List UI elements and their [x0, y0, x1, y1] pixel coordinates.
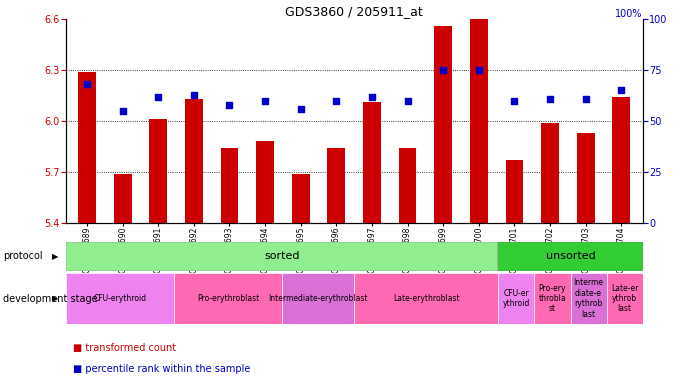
Text: Intermediate-erythroblast: Intermediate-erythroblast [268, 294, 368, 303]
Text: 100%: 100% [615, 9, 643, 19]
Bar [607, 273, 643, 324]
Bar [612, 97, 630, 223]
Bar [174, 273, 282, 324]
Text: Late-er
ythrob
last: Late-er ythrob last [611, 284, 638, 313]
Text: CFU-er
ythroid: CFU-er ythroid [503, 289, 530, 308]
Point [295, 106, 306, 112]
Point [117, 108, 128, 114]
Bar [498, 273, 534, 324]
Bar [498, 242, 643, 271]
Bar [114, 174, 131, 223]
Point [189, 91, 200, 98]
Text: protocol: protocol [3, 251, 43, 262]
Text: Late-erythroblast: Late-erythroblast [393, 294, 460, 303]
Bar [328, 148, 346, 223]
Point [331, 98, 342, 104]
Point [616, 88, 627, 94]
Bar [66, 273, 174, 324]
Text: CFU-erythroid: CFU-erythroid [93, 294, 146, 303]
Text: development stage: development stage [3, 293, 98, 304]
Text: Pro-ery
throbla
st: Pro-ery throbla st [539, 284, 567, 313]
Bar [399, 148, 417, 223]
Point [509, 98, 520, 104]
Point [473, 67, 484, 73]
Point [580, 96, 591, 102]
Bar [149, 119, 167, 223]
Text: Interme
diate-e
rythrob
last: Interme diate-e rythrob last [574, 278, 603, 319]
Point [224, 102, 235, 108]
Text: ▶: ▶ [52, 252, 58, 261]
Point [153, 93, 164, 99]
Point [437, 67, 448, 73]
Bar [78, 72, 96, 223]
Text: ▶: ▶ [52, 294, 58, 303]
Text: Pro-erythroblast: Pro-erythroblast [197, 294, 259, 303]
Bar [66, 242, 498, 271]
Bar [292, 174, 310, 223]
Text: ■ percentile rank within the sample: ■ percentile rank within the sample [73, 364, 250, 374]
Point [545, 96, 556, 102]
Bar [534, 273, 571, 324]
Text: sorted: sorted [264, 251, 300, 262]
Bar [185, 99, 202, 223]
Text: ■ transformed count: ■ transformed count [73, 343, 176, 353]
Bar [506, 160, 523, 223]
Bar [354, 273, 498, 324]
Bar [470, 18, 488, 223]
Point [260, 98, 271, 104]
Point [366, 93, 377, 99]
Point [82, 81, 93, 88]
Point [402, 98, 413, 104]
Bar [434, 26, 452, 223]
Bar [541, 122, 559, 223]
Bar [363, 102, 381, 223]
Title: GDS3860 / 205911_at: GDS3860 / 205911_at [285, 5, 423, 18]
Bar [577, 133, 594, 223]
Text: unsorted: unsorted [546, 251, 596, 262]
Bar [571, 273, 607, 324]
Bar [282, 273, 354, 324]
Bar [256, 141, 274, 223]
Bar [220, 148, 238, 223]
